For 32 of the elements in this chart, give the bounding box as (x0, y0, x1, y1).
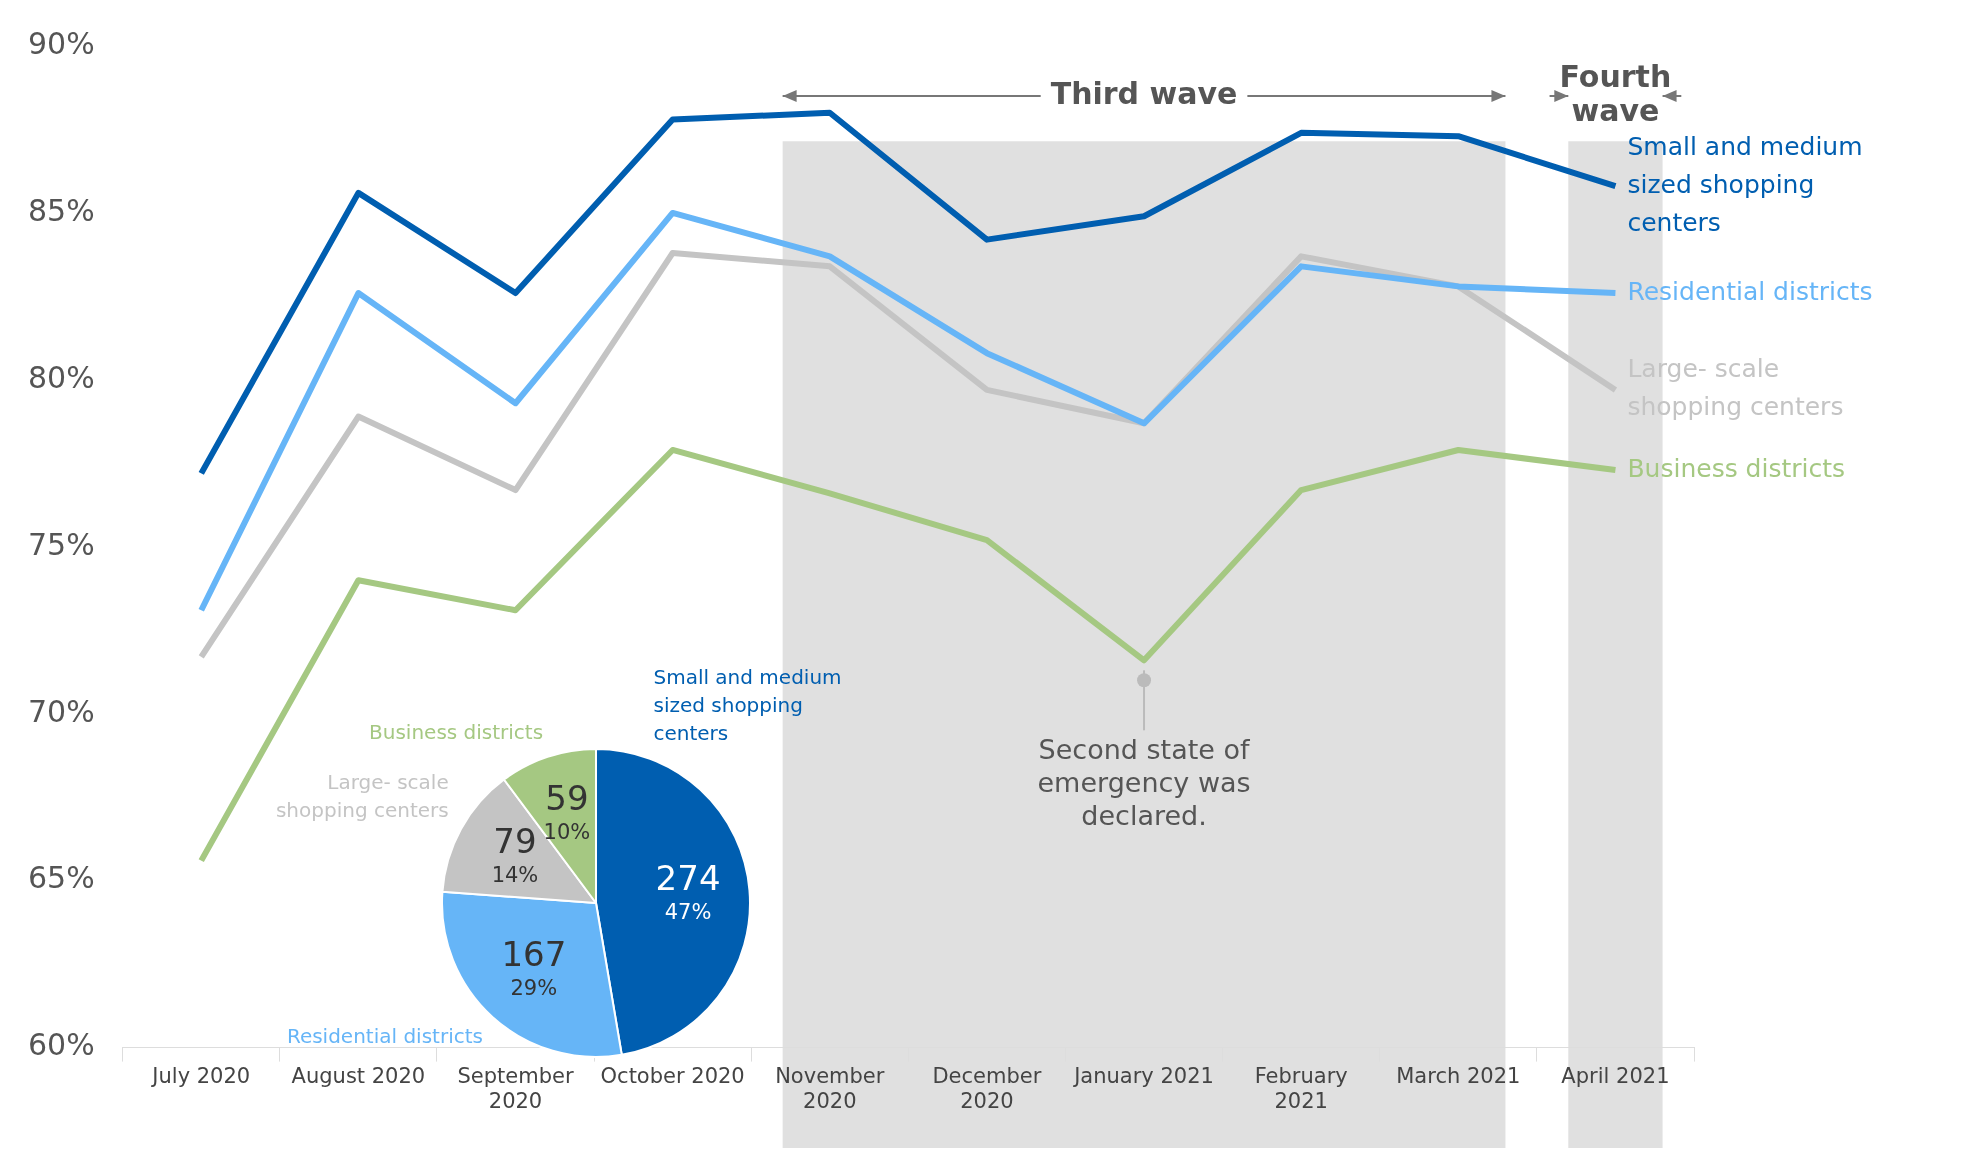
data-label: 274 47% (655, 858, 721, 924)
band-label: Fourth wave (1559, 58, 1672, 128)
data-label: 59 10% (543, 778, 591, 844)
y-tick-label: 70% (27, 693, 95, 729)
y-tick-label: 60% (27, 1027, 95, 1063)
x-tick-label: September 2020 (457, 1063, 574, 1113)
series-label: Business districts (1627, 453, 1846, 483)
x-tick-label: November 2020 (775, 1063, 885, 1113)
x-tick-label: April 2021 (1561, 1063, 1670, 1088)
data-label: 79 14% (491, 821, 539, 887)
series-label: Small and medium sized shopping centers (1627, 131, 1863, 237)
x-tick-label: October 2020 (600, 1063, 745, 1088)
x-tick-label: August 2020 (291, 1063, 426, 1088)
band-label: Third wave (1050, 75, 1238, 111)
x-tick-label: March 2021 (1396, 1063, 1521, 1088)
y-tick-label: 90% (27, 25, 95, 61)
data-label: 167 29% (501, 934, 567, 1000)
annotation: Second state of emergency was declared. (1037, 733, 1252, 831)
slice-label: Small and medium sized shopping centers (653, 665, 842, 746)
x-tick-label: December 2020 (932, 1063, 1042, 1113)
series-label: Large- scale shopping centers (1627, 354, 1844, 422)
series-label: Residential districts (1627, 276, 1873, 306)
y-tick-label: 65% (27, 860, 95, 896)
x-tick-label: January 2021 (1072, 1063, 1214, 1088)
x-tick-label: July 2020 (150, 1063, 251, 1088)
y-tick-label: 80% (27, 359, 95, 395)
slice-label: Large- scale shopping centers (275, 770, 449, 823)
y-tick-label: 75% (27, 526, 95, 562)
y-tick-label: 85% (27, 192, 95, 228)
x-tick-label: February 2021 (1254, 1063, 1348, 1113)
slice-label: Residential districts (286, 1023, 483, 1048)
slice-label: Business districts (369, 719, 544, 744)
